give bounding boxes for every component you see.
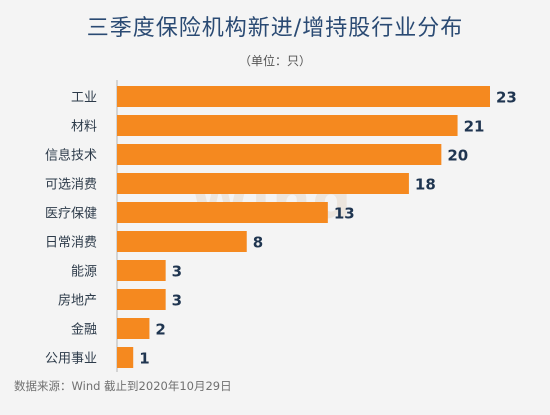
bar-8 [117, 318, 150, 339]
category-label: 工业 [71, 91, 97, 106]
chart-title: 三季度保险机构新进/增持股行业分布 [86, 16, 464, 41]
category-label: 公用事业 [45, 352, 97, 367]
category-label: 信息技术 [45, 148, 97, 164]
category-label: 可选消费 [45, 178, 97, 193]
category-label: 房地产 [58, 293, 97, 309]
bar-0 [117, 86, 490, 107]
value-label: 20 [447, 147, 468, 165]
category-label: 金融 [71, 322, 97, 338]
bar-5 [117, 231, 247, 252]
bar-9 [117, 347, 134, 368]
source-note: 数据来源：Wind 截止到2020年10月29日 [14, 379, 232, 393]
value-label: 18 [415, 176, 436, 194]
value-label: 21 [464, 118, 485, 136]
value-label: 3 [172, 263, 182, 281]
bar-7 [117, 289, 166, 310]
bar-4 [117, 202, 328, 223]
value-label: 13 [334, 205, 355, 223]
value-label: 23 [496, 89, 517, 107]
value-label: 8 [253, 234, 263, 252]
category-label: 日常消费 [45, 236, 97, 251]
category-label: 医疗保健 [45, 207, 97, 222]
bar-6 [117, 260, 166, 281]
bar-2 [117, 144, 442, 165]
value-label: 1 [139, 350, 149, 368]
value-label: 3 [172, 292, 182, 310]
bar-1 [117, 115, 458, 136]
bar-3 [117, 173, 409, 194]
category-label: 能源 [71, 265, 97, 280]
category-label: 材料 [71, 120, 97, 135]
unit-note: （单位：只） [238, 54, 311, 68]
value-label: 2 [155, 321, 165, 339]
